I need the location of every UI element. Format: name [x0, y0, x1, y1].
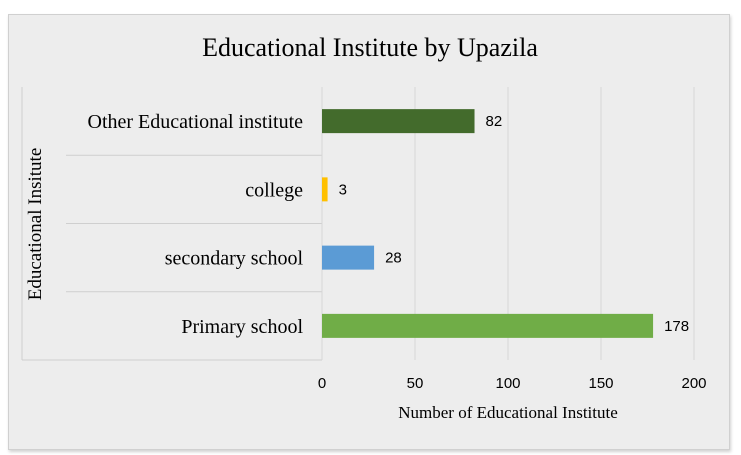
y-axis-title: Educational Insitute	[25, 148, 46, 300]
bar	[322, 109, 475, 134]
x-axis-title: Number of Educational Institute	[398, 403, 618, 422]
category-label: secondary school	[165, 248, 304, 270]
category-label: college	[245, 179, 303, 201]
data-label: 28	[385, 250, 402, 267]
x-tick-label: 100	[495, 375, 520, 392]
category-label: Primary school	[181, 316, 303, 338]
category-table-lines	[21, 87, 322, 361]
bars	[322, 109, 654, 338]
bar	[322, 177, 328, 202]
bar	[322, 313, 654, 338]
category-label: Other Educational institute	[88, 111, 304, 133]
data-label: 178	[664, 318, 689, 335]
data-labels: 178 28 3 82	[339, 113, 690, 335]
chart-title: Educational Institute by Upazila	[202, 33, 538, 62]
x-tick-label: 200	[681, 375, 706, 392]
data-label: 3	[339, 181, 347, 198]
x-tick-label: 0	[318, 375, 326, 392]
x-tick-labels: 0 50 100 150 200	[318, 375, 707, 392]
data-label: 82	[486, 113, 503, 130]
bar	[322, 245, 375, 270]
x-tick-label: 150	[588, 375, 613, 392]
chart-frame	[8, 14, 730, 450]
x-tick-label: 50	[407, 375, 424, 392]
category-labels: Primary school secondary school college Oth…	[88, 111, 304, 338]
